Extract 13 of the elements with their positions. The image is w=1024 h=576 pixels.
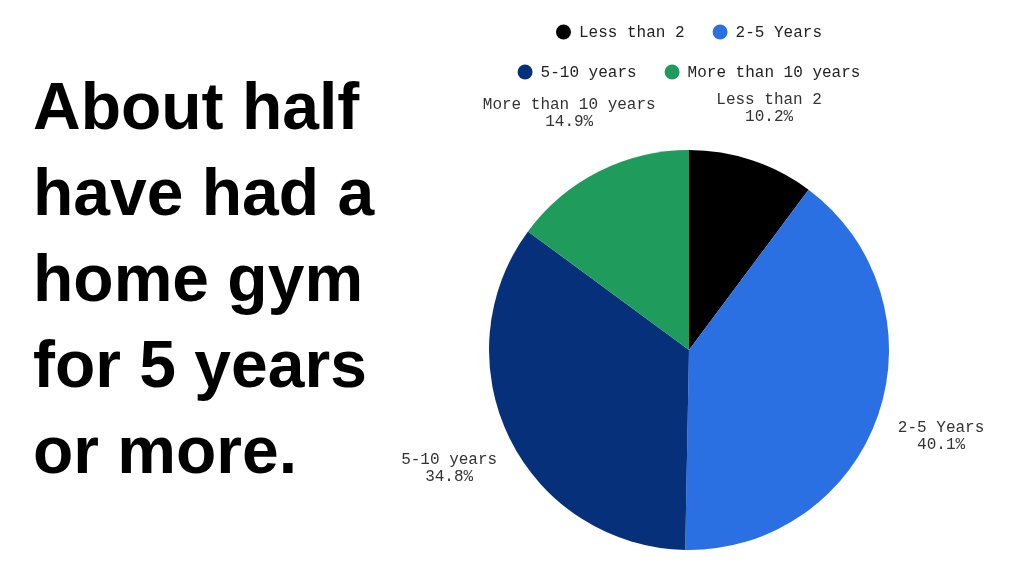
data-label: 34.8% bbox=[425, 468, 474, 487]
data-label: 10.2% bbox=[745, 108, 794, 127]
slice-label: 2-5 Years bbox=[897, 419, 985, 438]
data-label: 14.9% bbox=[545, 112, 594, 131]
data-label: 40.1% bbox=[917, 436, 966, 455]
text: About half have had a home gym for 5 years or more. bbox=[33, 69, 375, 487]
legend-label: Less than 2 bbox=[578, 24, 685, 43]
legend-label: 2-5 Years bbox=[735, 24, 823, 43]
legend-label: More than 10 years bbox=[687, 64, 861, 83]
slice-label: More than 10 years bbox=[482, 95, 656, 114]
legend-label: 5-10 years bbox=[540, 64, 637, 83]
slice-label: 5-10 years bbox=[401, 451, 498, 470]
slice-label: Less than 2 bbox=[716, 91, 822, 110]
